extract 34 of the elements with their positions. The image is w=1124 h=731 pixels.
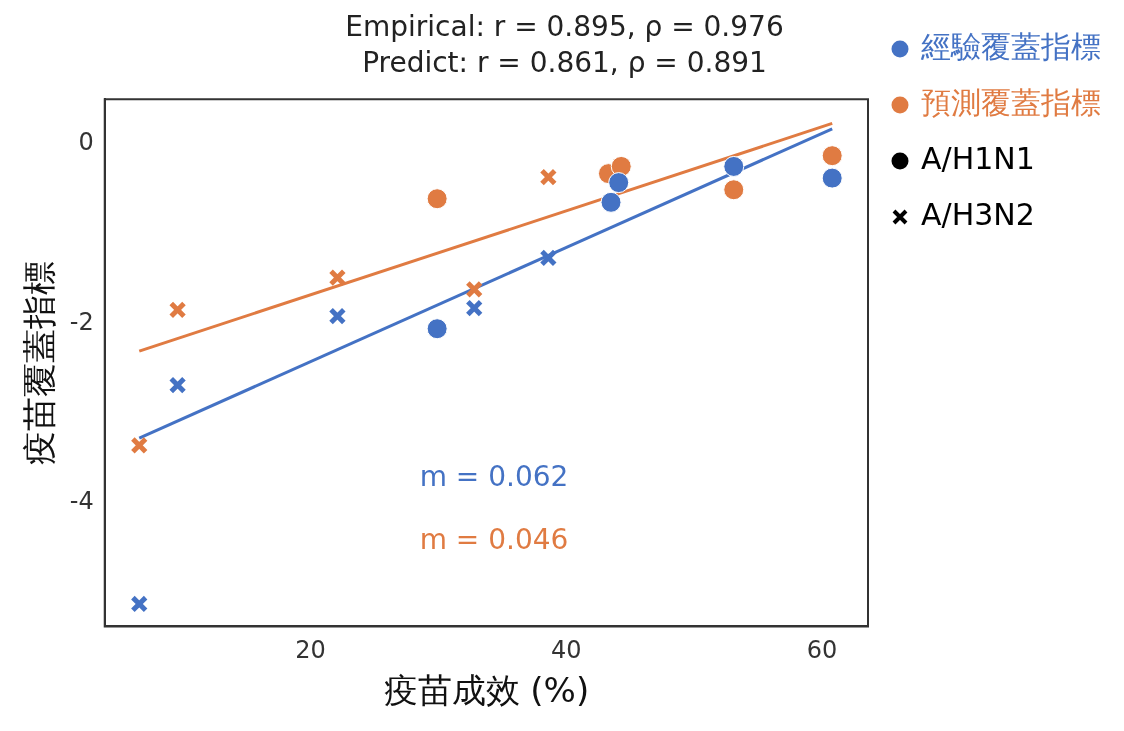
point xyxy=(821,167,843,189)
point xyxy=(168,301,187,319)
y-tick-label: -4 xyxy=(69,486,94,515)
point xyxy=(130,595,149,613)
point xyxy=(608,172,630,194)
x-tick-label: 40 xyxy=(551,636,582,665)
chart-subtitle: Predict: r = 0.861, ρ = 0.891 xyxy=(362,45,767,79)
point xyxy=(821,145,843,167)
x-tick-label: 60 xyxy=(806,636,838,665)
y-tick-label: 0 xyxy=(78,128,94,157)
point xyxy=(130,436,149,455)
point xyxy=(328,268,347,287)
point xyxy=(723,155,745,177)
x-axis-title: 疫苗成效 (%) xyxy=(383,670,590,711)
point xyxy=(539,249,558,267)
annotation: m = 0.062 xyxy=(419,460,569,494)
legend-label: A/H3N2 xyxy=(921,196,1035,232)
point xyxy=(328,307,347,326)
point xyxy=(465,280,484,299)
point xyxy=(426,318,448,340)
point xyxy=(600,191,622,213)
x-tick-label: 20 xyxy=(295,636,326,665)
chart-title: Empirical: r = 0.895, ρ = 0.976 xyxy=(345,10,784,44)
point xyxy=(426,188,448,210)
point xyxy=(723,179,745,201)
point xyxy=(539,168,558,187)
point xyxy=(168,376,187,395)
y-tick-label: -2 xyxy=(69,307,94,336)
legend-label: 經驗覆蓋指標 xyxy=(920,28,1101,64)
annotation: m = 0.046 xyxy=(419,523,569,557)
legend-label: A/H1N1 xyxy=(921,140,1035,176)
point xyxy=(465,299,484,317)
legend-label: 預測覆蓋指標 xyxy=(921,84,1101,120)
y-axis-title: 疫苗覆蓋指標 xyxy=(19,260,60,465)
